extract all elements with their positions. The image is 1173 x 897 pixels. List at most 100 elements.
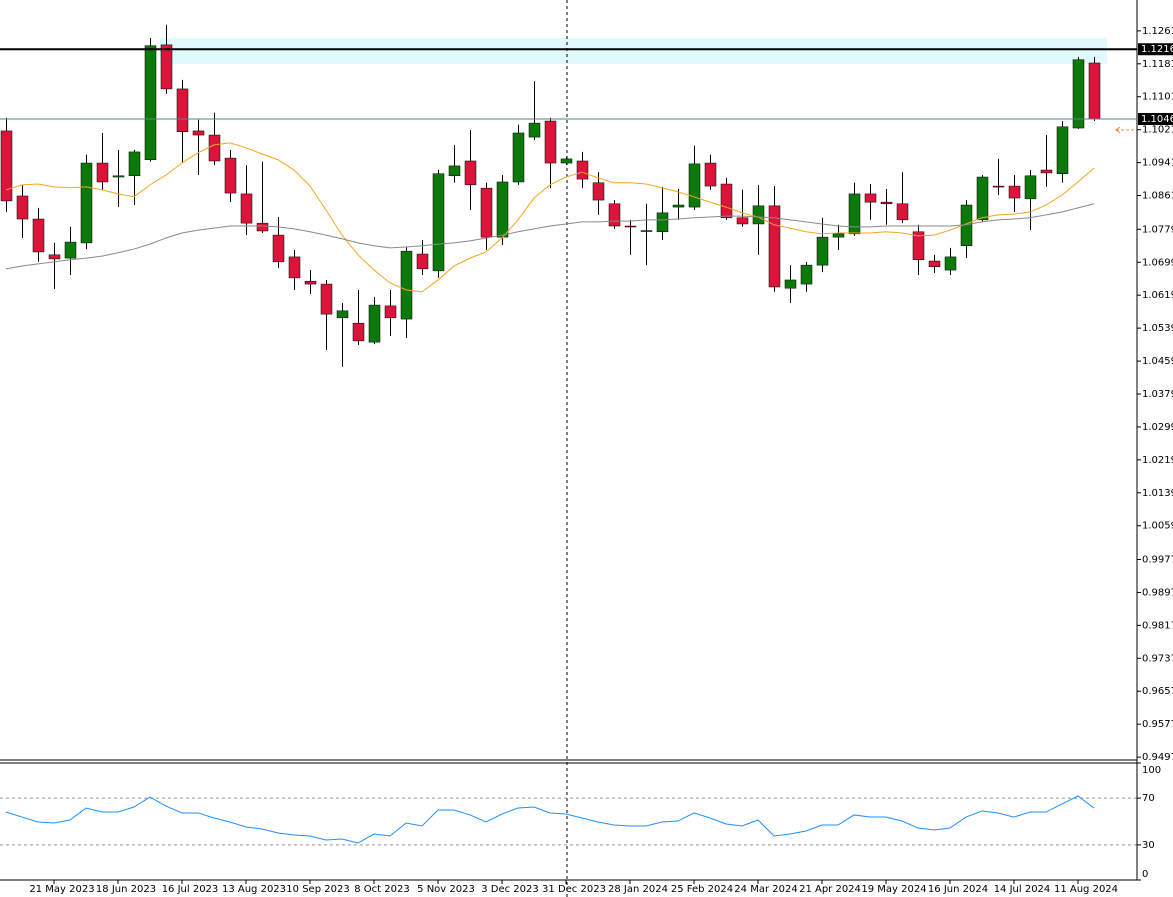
x-tick-label: 16 Jul 2023: [162, 884, 219, 895]
price-tag: [1138, 113, 1173, 126]
y-tick-label: 0.97370: [1142, 653, 1173, 664]
resistance-zone: [160, 37, 1107, 64]
y-tick-label: 1.02990: [1142, 422, 1173, 433]
candle-body: [80, 162, 93, 244]
candle-body: [896, 203, 909, 221]
candle-body: [736, 217, 749, 225]
y-tick-label: 0.96570: [1142, 686, 1173, 697]
candle-body: [1040, 169, 1053, 174]
candle-body: [32, 218, 45, 253]
x-tick-label: 28 Jan 2024: [608, 884, 668, 895]
candle-body: [64, 241, 77, 259]
candle-body: [496, 181, 509, 238]
candle-body: [352, 322, 365, 342]
x-tick-label: 11 Aug 2024: [1054, 884, 1118, 895]
candle-body: [384, 305, 397, 319]
y-tick-label: 1.06990: [1142, 257, 1173, 268]
candle-body: [688, 163, 701, 208]
candle-body: [96, 162, 109, 183]
x-tick-label: 24 Mar 2024: [734, 884, 797, 895]
y-tick-label: 100: [1142, 765, 1161, 776]
candle-body: [304, 280, 317, 285]
candle-body: [880, 201, 893, 205]
y-tick-label: 1.05390: [1142, 323, 1173, 334]
y-tick-label: 0.94970: [1142, 752, 1173, 763]
main-layer: 1.12610 1.11810 1.11010 1.10210 1.09410 1.086…: [0, 24, 1173, 895]
candle-body: [928, 260, 941, 268]
candle-body: [560, 158, 573, 164]
y-tick-label: 1.00590: [1142, 521, 1173, 532]
y-tick-label: 1.01390: [1142, 488, 1173, 499]
y-tick-label: 1.06190: [1142, 290, 1173, 301]
price-tag: [1138, 43, 1173, 56]
y-tick-label: 0.99770: [1142, 555, 1173, 566]
candle-body: [912, 231, 925, 261]
moving-average: [5, 203, 1095, 270]
y-tick-label: 1.12610: [1142, 26, 1173, 37]
price-tag-label: 1.12164: [1141, 44, 1173, 55]
front-layer: 1.12164 1.10469: [0, 43, 1173, 126]
candle-body: [416, 253, 429, 270]
x-tick-label: 16 Jun 2024: [928, 884, 988, 895]
candle-body: [800, 264, 813, 285]
candle-body: [992, 185, 1005, 188]
y-tick-label: 1.07790: [1142, 224, 1173, 235]
candle-body: [480, 187, 493, 238]
y-tick-label: 0.98170: [1142, 620, 1173, 631]
x-tick-label: 8 Oct 2023: [354, 884, 409, 895]
candle-body: [784, 279, 797, 289]
candle-body: [448, 165, 461, 177]
candle-body: [160, 44, 173, 90]
candle-body: [400, 250, 413, 320]
x-tick-label: 10 Sep 2023: [286, 884, 349, 895]
price-tag-label: 1.10469: [1141, 114, 1173, 125]
candle-body: [608, 203, 621, 227]
y-tick-label: 1.11810: [1142, 59, 1173, 70]
y-tick-label: 1.11010: [1142, 92, 1173, 103]
candle-body: [576, 160, 589, 180]
y-tick-label: 1.09410: [1142, 158, 1173, 169]
y-tick-label: 1.03790: [1142, 389, 1173, 400]
x-tick-label: 5 Nov 2023: [417, 884, 475, 895]
candle-body: [1088, 62, 1101, 120]
y-tick-label: 1.10210: [1142, 125, 1173, 136]
candle-body: [512, 132, 525, 183]
candle-body: [528, 122, 541, 138]
candle-body: [336, 310, 349, 319]
candle-body: [256, 222, 269, 232]
candle-body: [16, 195, 29, 220]
y-tick-label: 1.02190: [1142, 455, 1173, 466]
candle-body: [112, 175, 125, 178]
back-layer: [0, 0, 1137, 897]
candle-body: [1008, 185, 1021, 199]
y-tick-label: 30: [1142, 840, 1155, 851]
candle-body: [752, 205, 765, 225]
candle-body: [288, 256, 301, 279]
candle-body: [624, 225, 637, 228]
candle-body: [704, 162, 717, 187]
candle-body: [432, 173, 445, 272]
candle-body: [976, 176, 989, 221]
candle-body: [48, 254, 61, 260]
candle-body: [592, 182, 605, 201]
x-tick-label: 14 Jul 2024: [994, 884, 1051, 895]
candle-body: [720, 183, 733, 219]
candle-body: [320, 283, 333, 315]
y-tick-label: 0: [1142, 869, 1148, 880]
candle-body: [768, 205, 781, 288]
y-tick-label: 1.04590: [1142, 356, 1173, 367]
x-tick-label: 18 Jun 2023: [96, 884, 156, 895]
x-tick-label: 21 May 2023: [29, 884, 94, 895]
candle-body: [240, 193, 253, 224]
candle-body: [208, 134, 221, 162]
candle-body: [1056, 126, 1069, 174]
candle-body: [944, 256, 957, 271]
y-tick-label: 0.95770: [1142, 719, 1173, 730]
rsi-line: [5, 795, 1095, 844]
candle-body: [128, 151, 141, 177]
candle-body: [368, 304, 381, 343]
candle-body: [192, 130, 205, 136]
moving-average: [5, 142, 1095, 293]
